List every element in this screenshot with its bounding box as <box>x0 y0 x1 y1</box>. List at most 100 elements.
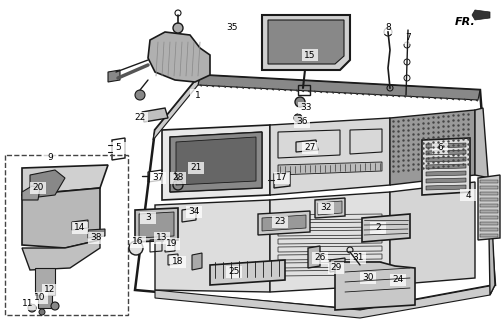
Polygon shape <box>22 188 100 248</box>
Polygon shape <box>274 172 290 188</box>
FancyBboxPatch shape <box>274 172 290 184</box>
FancyBboxPatch shape <box>432 142 448 154</box>
Polygon shape <box>390 110 475 185</box>
Text: 11: 11 <box>22 300 34 308</box>
Polygon shape <box>270 118 390 195</box>
Polygon shape <box>426 185 466 190</box>
Polygon shape <box>210 260 285 285</box>
Polygon shape <box>330 258 345 272</box>
FancyBboxPatch shape <box>190 89 206 101</box>
Text: 16: 16 <box>132 237 144 246</box>
Polygon shape <box>390 182 475 285</box>
FancyBboxPatch shape <box>390 274 406 286</box>
FancyBboxPatch shape <box>140 212 156 224</box>
Text: 9: 9 <box>47 154 53 163</box>
Polygon shape <box>480 198 498 201</box>
Polygon shape <box>262 15 350 70</box>
Text: 33: 33 <box>300 103 312 113</box>
FancyBboxPatch shape <box>460 189 476 201</box>
FancyBboxPatch shape <box>298 102 314 114</box>
Polygon shape <box>198 75 480 100</box>
FancyBboxPatch shape <box>20 298 36 310</box>
Polygon shape <box>142 108 168 122</box>
Polygon shape <box>22 186 40 200</box>
Polygon shape <box>38 295 52 308</box>
Polygon shape <box>270 192 390 292</box>
FancyBboxPatch shape <box>150 172 166 184</box>
Polygon shape <box>472 10 490 20</box>
FancyBboxPatch shape <box>132 112 148 124</box>
Text: 22: 22 <box>135 114 146 123</box>
Circle shape <box>294 114 302 122</box>
Text: 32: 32 <box>321 204 332 212</box>
FancyBboxPatch shape <box>312 252 328 264</box>
Polygon shape <box>278 162 382 175</box>
FancyBboxPatch shape <box>164 238 180 250</box>
Polygon shape <box>108 70 120 82</box>
Polygon shape <box>139 212 174 238</box>
FancyBboxPatch shape <box>170 172 186 184</box>
FancyBboxPatch shape <box>294 116 310 128</box>
Text: 26: 26 <box>314 253 326 262</box>
Polygon shape <box>478 175 500 240</box>
Polygon shape <box>262 215 306 231</box>
Polygon shape <box>258 211 310 235</box>
FancyBboxPatch shape <box>302 49 318 61</box>
FancyBboxPatch shape <box>30 182 46 194</box>
Circle shape <box>39 309 45 315</box>
FancyBboxPatch shape <box>42 284 58 296</box>
Text: 7: 7 <box>405 34 411 43</box>
FancyBboxPatch shape <box>170 256 186 268</box>
Text: 20: 20 <box>32 183 44 193</box>
FancyBboxPatch shape <box>380 22 396 34</box>
Text: 5: 5 <box>115 143 121 153</box>
Polygon shape <box>426 171 466 176</box>
Text: 6: 6 <box>437 143 443 153</box>
Text: 27: 27 <box>304 143 316 153</box>
Polygon shape <box>480 216 498 219</box>
FancyBboxPatch shape <box>186 206 202 218</box>
FancyBboxPatch shape <box>154 232 170 244</box>
Polygon shape <box>155 285 495 318</box>
FancyBboxPatch shape <box>226 266 242 278</box>
Text: 38: 38 <box>90 234 102 243</box>
Text: 19: 19 <box>166 239 178 249</box>
Polygon shape <box>170 132 262 192</box>
Text: 15: 15 <box>304 51 316 60</box>
Polygon shape <box>318 201 342 215</box>
FancyBboxPatch shape <box>272 216 288 228</box>
Polygon shape <box>480 192 498 195</box>
FancyBboxPatch shape <box>42 152 58 164</box>
FancyBboxPatch shape <box>188 162 204 174</box>
Polygon shape <box>475 108 495 295</box>
FancyBboxPatch shape <box>130 236 146 248</box>
Circle shape <box>129 241 143 255</box>
Text: 37: 37 <box>152 173 164 182</box>
Polygon shape <box>426 143 466 148</box>
Polygon shape <box>480 228 498 231</box>
Polygon shape <box>192 253 202 270</box>
Polygon shape <box>176 137 256 185</box>
Text: 24: 24 <box>393 276 404 284</box>
Text: 36: 36 <box>296 117 308 126</box>
Circle shape <box>173 23 183 33</box>
FancyBboxPatch shape <box>360 272 376 284</box>
Text: 30: 30 <box>362 274 374 283</box>
FancyBboxPatch shape <box>88 232 104 244</box>
Text: 4: 4 <box>465 190 471 199</box>
Polygon shape <box>480 234 498 237</box>
FancyBboxPatch shape <box>110 142 126 154</box>
Polygon shape <box>426 164 466 169</box>
Polygon shape <box>30 170 65 198</box>
Polygon shape <box>426 157 466 162</box>
Text: 31: 31 <box>352 253 364 262</box>
Polygon shape <box>422 138 470 195</box>
Text: 35: 35 <box>226 23 238 33</box>
Polygon shape <box>335 262 415 310</box>
Polygon shape <box>426 150 466 155</box>
Polygon shape <box>88 229 105 238</box>
Text: 28: 28 <box>172 173 183 182</box>
Polygon shape <box>480 204 498 207</box>
Polygon shape <box>315 198 345 218</box>
Text: 34: 34 <box>188 207 200 217</box>
